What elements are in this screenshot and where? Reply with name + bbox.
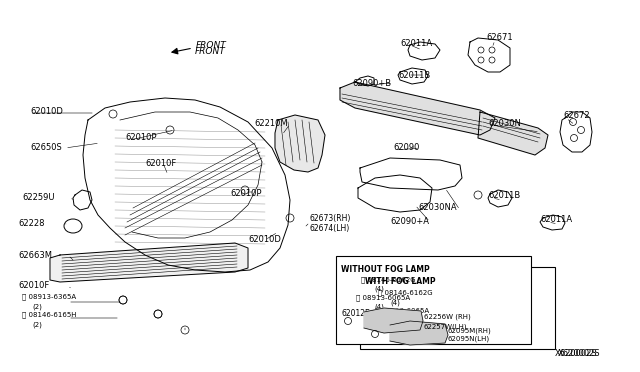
- Text: FRONT: FRONT: [195, 48, 226, 57]
- Polygon shape: [275, 115, 325, 172]
- Text: WITHOUT FOG LAMP: WITHOUT FOG LAMP: [341, 265, 429, 274]
- Text: 62012E: 62012E: [365, 322, 394, 331]
- Text: 62010P: 62010P: [230, 189, 262, 198]
- Polygon shape: [340, 82, 495, 135]
- Text: (2): (2): [32, 303, 42, 310]
- Text: (4): (4): [374, 304, 384, 311]
- Polygon shape: [478, 112, 548, 155]
- Text: (4): (4): [374, 286, 384, 292]
- Text: 62257W(LH): 62257W(LH): [465, 327, 513, 337]
- Text: 62256W (RH): 62256W (RH): [465, 318, 516, 327]
- Text: 62095M(RH): 62095M(RH): [448, 327, 492, 334]
- Text: Ⓝ 08913-6365A: Ⓝ 08913-6365A: [22, 293, 76, 299]
- Text: X620002S: X620002S: [558, 350, 600, 359]
- Text: 62673(RH): 62673(RH): [310, 214, 351, 222]
- Polygon shape: [424, 295, 478, 326]
- Text: 62256W (RH): 62256W (RH): [424, 314, 471, 321]
- Text: 62228: 62228: [18, 218, 45, 228]
- Text: 62011A: 62011A: [540, 215, 572, 224]
- Text: WITH FOG LAMP: WITH FOG LAMP: [365, 277, 436, 286]
- Text: (4): (4): [390, 299, 400, 305]
- Text: 62259U: 62259U: [22, 193, 54, 202]
- Text: 62010P: 62010P: [125, 134, 157, 142]
- Text: Ⓑ 08146-6162G: Ⓑ 08146-6162G: [361, 276, 415, 283]
- Text: 62010D: 62010D: [248, 235, 281, 244]
- Text: 62672: 62672: [563, 110, 589, 119]
- Text: 62010D: 62010D: [30, 106, 63, 115]
- Text: 62012E: 62012E: [341, 309, 370, 318]
- Text: 62095N(LH): 62095N(LH): [448, 336, 490, 343]
- Text: Ⓝ 08913-6065A: Ⓝ 08913-6065A: [356, 294, 410, 301]
- Text: 62090: 62090: [393, 144, 419, 153]
- Text: 62012E: 62012E: [341, 301, 372, 311]
- Polygon shape: [364, 308, 423, 333]
- Text: (4): (4): [390, 317, 400, 324]
- Text: Ⓑ 08146-6165H: Ⓑ 08146-6165H: [22, 311, 77, 318]
- Polygon shape: [50, 243, 248, 282]
- Text: 62671: 62671: [486, 33, 513, 42]
- Text: 62011B: 62011B: [398, 71, 430, 80]
- Text: 62650S: 62650S: [30, 144, 61, 153]
- Bar: [336, 256, 531, 344]
- Text: X620002S: X620002S: [555, 349, 598, 358]
- Text: 62210M: 62210M: [254, 119, 287, 128]
- Text: 62663M: 62663M: [18, 250, 52, 260]
- Text: 62674(LH): 62674(LH): [310, 224, 350, 232]
- Text: 62030NA: 62030NA: [418, 203, 456, 212]
- Text: 62010F: 62010F: [145, 158, 176, 167]
- Text: 62090+B: 62090+B: [352, 78, 391, 87]
- Bar: [360, 267, 555, 349]
- Text: 62010F: 62010F: [18, 280, 49, 289]
- Text: 62030N: 62030N: [488, 119, 521, 128]
- Text: (2): (2): [32, 321, 42, 327]
- Text: FRONT: FRONT: [196, 42, 227, 51]
- Text: Ⓝ 08913-6065A: Ⓝ 08913-6065A: [375, 307, 429, 314]
- Text: 62090+A: 62090+A: [390, 218, 429, 227]
- Text: 62011A: 62011A: [400, 38, 432, 48]
- Text: Ⓑ 08146-6162G: Ⓑ 08146-6162G: [378, 289, 433, 296]
- Polygon shape: [390, 321, 448, 345]
- Text: 62011B: 62011B: [488, 192, 520, 201]
- Text: 62257W(LH): 62257W(LH): [424, 323, 468, 330]
- Polygon shape: [374, 294, 445, 322]
